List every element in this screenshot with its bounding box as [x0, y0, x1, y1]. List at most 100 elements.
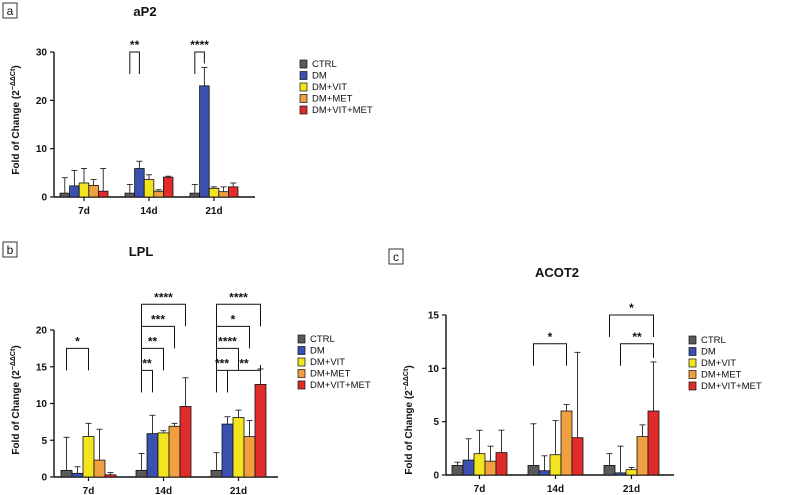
bar-dm-vit-met-21d [227, 186, 239, 198]
panel-b-y-tick-label: 15 [36, 362, 48, 373]
bar-dm-vit-14d [157, 432, 170, 478]
legend-label: DM+VIT [312, 82, 347, 93]
bar-ctrl-14d [124, 192, 136, 198]
bar-dm-met-14d [168, 425, 181, 478]
panel-a-error-bars [61, 67, 237, 194]
panel-c-bars [451, 410, 660, 476]
panel-c-label: c [393, 250, 399, 264]
bar-dm-7d [69, 185, 80, 198]
bar-dm-vit-met-21d [254, 383, 267, 478]
significance-bracket [141, 325, 175, 349]
panel-c-x-tick-label: 14d [547, 484, 564, 495]
panel-a-y-tick-label: 10 [36, 144, 48, 155]
legend-label: DM [701, 347, 716, 358]
significance-label: ** [632, 330, 642, 344]
panel-c-x-tick-label: 7d [474, 484, 486, 495]
panel-b-LPL: b LPL Fold of Change (2−ΔΔCt) 0 5 10 15 20 7d… [2, 241, 371, 495]
panel-b-y-tick-label: 5 [41, 436, 47, 447]
bar-dm-met-14d [560, 410, 573, 476]
panel-b-x-tick-label: 21d [230, 486, 247, 495]
panel-b-error-bars [63, 368, 264, 475]
significance-label: **** [190, 38, 209, 52]
bar-dm-7d [462, 459, 475, 476]
legend-swatch [297, 334, 306, 344]
legend-label: DM+VIT [310, 357, 345, 368]
legend-swatch [297, 380, 306, 390]
bar-dm-vit-14d [549, 454, 562, 476]
bar-ctrl-14d [135, 469, 148, 478]
significance-label: ** [239, 356, 249, 370]
bar-ctrl-7d [59, 192, 71, 198]
panel-b-x-tick-label: 7d [83, 486, 95, 495]
bar-dm-vit-met-14d [179, 406, 192, 478]
panel-c-error-bars [454, 351, 657, 473]
panel-a-y-tick-label: 30 [36, 48, 48, 59]
legend-swatch [688, 335, 697, 345]
bar-dm-14d [538, 470, 551, 476]
bar-dm-vit-met-21d [647, 410, 660, 476]
bar-dm-21d [614, 472, 627, 476]
legend-label: CTRL [310, 334, 335, 345]
significance-bracket [620, 343, 654, 366]
bar-dm-vit-met-7d [495, 452, 508, 476]
legend-swatch [688, 347, 697, 356]
legend-label: DM+VIT [701, 358, 736, 369]
panel-c-y-tick-label: 10 [428, 364, 440, 375]
panel-b-x-tick-label: 14d [155, 486, 172, 495]
legend-label: DM [310, 346, 325, 357]
significance-bracket [216, 369, 228, 393]
panel-b-label: b [7, 243, 14, 257]
panel-b-y-tick-label: 10 [36, 399, 48, 410]
legend-label: DM+MET [310, 369, 351, 380]
panel-a-ylabel-sup: −ΔΔCt [10, 68, 17, 90]
panel-b-y-tick-label: 20 [36, 326, 48, 337]
panel-a-ylabel-main: Fold of Change (2 [11, 90, 22, 175]
significance-label: **** [229, 290, 248, 304]
panel-b-title: LPL [129, 244, 154, 259]
panel-c-x-tick-label: 21d [623, 484, 640, 495]
significance-bracket [141, 369, 153, 393]
bar-ctrl-21d [210, 469, 223, 478]
panel-c-label-box [388, 248, 404, 265]
bar-dm-14d [146, 433, 159, 478]
legend-label: DM+VIT+MET [310, 380, 371, 391]
significance-label: * [231, 312, 236, 326]
panel-c-ylabel-sup: −ΔΔCt [403, 368, 410, 390]
significance-label: * [629, 301, 634, 315]
panel-b-ylabel-main: Fold of Change (2 [11, 370, 22, 455]
bar-ctrl-21d [603, 464, 616, 476]
bar-ctrl-7d [60, 469, 73, 478]
bar-dm-21d [199, 85, 210, 198]
bar-dm-met-21d [243, 436, 256, 478]
bar-dm-met-7d [484, 460, 497, 476]
panel-a-x-tick-label: 14d [140, 206, 157, 217]
bar-dm-vit-7d [78, 182, 90, 198]
significance-label: * [75, 334, 80, 348]
significance-bracket [216, 325, 250, 349]
significance-bracket [129, 51, 140, 74]
legend-label: CTRL [312, 59, 337, 70]
bar-dm-vit-7d [473, 453, 486, 476]
panel-a-label-box [2, 2, 18, 19]
significance-bracket [216, 303, 261, 327]
bar-dm-7d [71, 472, 84, 478]
panel-a-bars [59, 85, 239, 198]
significance-label: ** [142, 356, 152, 370]
significance-label: *** [215, 356, 229, 370]
panel-a-significance: ** **** [129, 38, 209, 74]
significance-bracket [533, 343, 567, 366]
legend-label: DM+MET [312, 94, 353, 105]
panel-a-y-tick-label: 0 [41, 193, 47, 204]
legend-label: DM+VIT+MET [701, 381, 762, 392]
bar-dm-vit-14d [143, 179, 155, 198]
panel-c-y-tick-label: 5 [433, 417, 439, 428]
legend-swatch [297, 346, 306, 355]
significance-bracket [609, 314, 654, 337]
panel-c-ylabel-main: Fold of Change (2 [404, 390, 415, 475]
bar-dm-vit-21d [625, 469, 638, 476]
panel-a-title: aP2 [133, 4, 156, 19]
significance-bracket [227, 364, 261, 393]
legend-swatch [688, 381, 697, 391]
